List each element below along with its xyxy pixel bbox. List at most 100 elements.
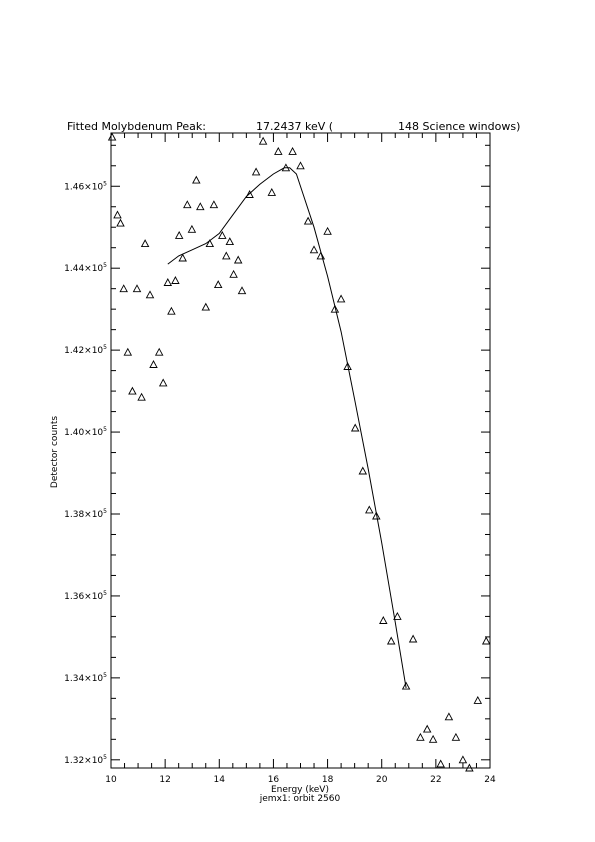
chart-title-part2: 17.2437 keV (	[256, 120, 333, 133]
chart-title-part3: 148 Science windows)	[398, 120, 520, 133]
chart-title-part1: Fitted Molybdenum Peak:	[67, 120, 206, 133]
data-point	[267, 187, 277, 196]
y-tick-mantissa: 1.42×10	[64, 346, 103, 356]
data-point	[481, 636, 491, 645]
data-point	[192, 175, 201, 184]
y-tick-mantissa: 1.36×10	[64, 592, 103, 602]
y-tick-exponent: 5	[103, 672, 107, 679]
plot-frame	[110, 132, 491, 769]
data-point	[154, 347, 164, 356]
y-tick-mantissa: 1.38×10	[64, 510, 103, 520]
data-point	[178, 253, 187, 262]
data-point	[316, 251, 326, 260]
data-point	[171, 276, 180, 284]
data-point	[222, 251, 231, 260]
data-point	[149, 360, 158, 368]
data-point	[386, 636, 396, 645]
data-point	[408, 634, 418, 643]
y-tick-label: 1.40×105	[64, 426, 107, 438]
data-point	[444, 712, 454, 721]
data-point	[158, 378, 168, 387]
data-point	[296, 161, 305, 170]
y-tick-mantissa: 1.40×10	[64, 428, 103, 438]
data-point	[213, 280, 223, 289]
chart-subtitle: jemx1: orbit 2560	[259, 794, 341, 804]
data-point	[323, 226, 332, 235]
data-point	[167, 306, 176, 315]
data-point	[183, 200, 192, 209]
y-tick-exponent: 5	[103, 590, 107, 597]
x-tick-label: 22	[430, 775, 441, 785]
data-point	[137, 392, 146, 401]
data-point	[288, 146, 297, 155]
data-point	[205, 239, 215, 248]
data-point	[145, 290, 155, 299]
data-point	[225, 237, 235, 246]
data-point	[251, 167, 261, 176]
data-point	[379, 616, 388, 624]
data-point	[113, 210, 122, 219]
chart-title: Fitted Molybdenum Peak: 17.2437 keV ( 14…	[67, 120, 520, 133]
y-tick-label: 1.32×105	[64, 754, 107, 766]
data-point	[107, 132, 117, 141]
data-point	[119, 284, 128, 293]
y-tick-exponent: 5	[103, 180, 107, 187]
data-point	[123, 347, 133, 356]
data-point	[233, 255, 243, 264]
y-tick-label: 1.44×105	[64, 262, 107, 274]
x-tick-label: 16	[268, 775, 280, 785]
y-tick-exponent: 5	[103, 426, 107, 433]
data-point	[303, 216, 313, 225]
y-tick-label: 1.36×105	[64, 590, 107, 602]
data-point	[393, 611, 402, 620]
y-tick-mantissa: 1.34×10	[64, 674, 103, 684]
y-tick-label: 1.38×105	[64, 508, 107, 520]
data-point	[365, 505, 374, 514]
data-point	[436, 759, 445, 768]
data-point	[274, 146, 283, 155]
data-point	[451, 732, 461, 741]
data-point	[132, 284, 142, 293]
x-tick-label: 24	[484, 775, 496, 785]
data-point	[416, 732, 425, 741]
fit-curve	[167, 167, 407, 689]
y-axis: 1.32×1051.34×1051.36×1051.38×1051.40×105…	[64, 144, 490, 766]
y-tick-exponent: 5	[103, 262, 107, 269]
data-point	[330, 304, 340, 313]
x-axis-label: Energy (keV)	[271, 785, 329, 795]
data-point	[196, 202, 205, 211]
data-point	[372, 511, 381, 520]
data-point	[473, 695, 483, 704]
data-point	[281, 163, 291, 172]
x-axis: 10 12 14 16 18 20 22 24	[105, 133, 496, 785]
data-point	[458, 755, 468, 764]
data-point	[358, 466, 368, 475]
data-point	[309, 245, 319, 254]
data-point	[401, 681, 411, 690]
y-tick-exponent: 5	[103, 344, 107, 351]
y-tick-exponent: 5	[103, 508, 107, 515]
y-tick-label: 1.34×105	[64, 672, 107, 684]
x-tick-label: 14	[214, 775, 226, 785]
data-points	[107, 132, 491, 772]
y-tick-mantissa: 1.46×10	[64, 182, 103, 192]
data-point	[422, 724, 432, 733]
data-point	[201, 302, 211, 311]
y-tick-mantissa: 1.32×10	[64, 756, 103, 766]
data-point	[343, 362, 352, 370]
x-tick-label: 10	[105, 775, 117, 785]
y-tick-label: 1.46×105	[64, 180, 107, 192]
data-point	[140, 239, 150, 248]
data-point	[229, 269, 238, 278]
x-tick-label: 20	[376, 775, 388, 785]
data-point	[174, 230, 184, 239]
x-tick-label: 18	[322, 775, 334, 785]
data-point	[258, 136, 268, 145]
data-point	[128, 386, 137, 395]
y-axis-label: Detector counts	[50, 416, 60, 488]
x-tick-label: 12	[159, 775, 170, 785]
data-point	[350, 423, 360, 432]
data-point	[116, 218, 125, 227]
data-point	[336, 294, 346, 303]
